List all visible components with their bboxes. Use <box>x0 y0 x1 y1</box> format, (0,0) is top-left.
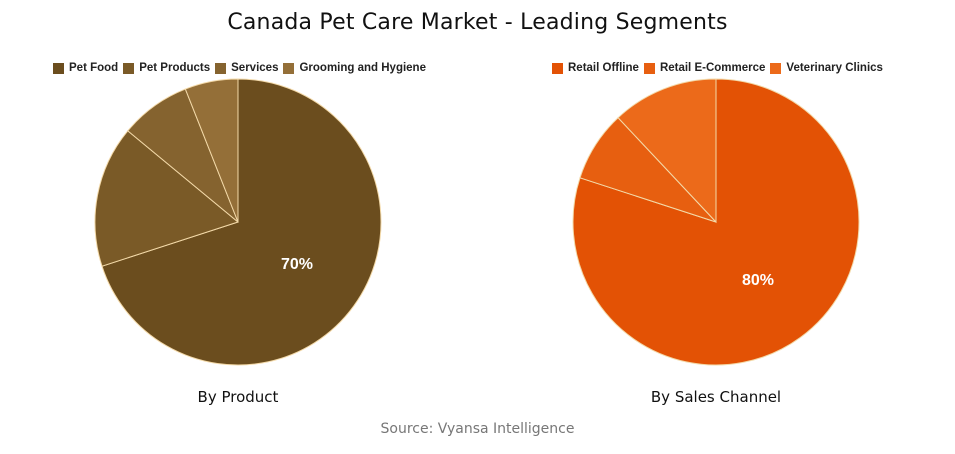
pie-by-product: 70% <box>94 78 382 366</box>
legend-swatch <box>215 62 227 74</box>
legend-item: Services <box>215 62 278 74</box>
subtitle-by-product: By Product <box>197 388 279 406</box>
pie-by-sales-channel: 80% <box>572 78 860 366</box>
legend-item: Pet Products <box>123 62 210 74</box>
legend-item: Pet Food <box>53 62 118 74</box>
legend-label: Retail E-Commerce <box>659 62 766 74</box>
slice-value-label: 70% <box>281 256 313 273</box>
pie-slice <box>617 78 717 224</box>
pie-slice <box>184 78 239 223</box>
subtitle-by-sales-channel: By Sales Channel <box>650 388 782 406</box>
legend-label: Retail Offline <box>568 62 639 74</box>
legend-label: Pet Products <box>139 62 211 74</box>
legend-swatch <box>643 62 655 74</box>
legend-label: Grooming and Hygiene <box>299 62 426 74</box>
legend-swatch <box>283 62 295 74</box>
pie-slice <box>94 130 240 267</box>
chart-title: Canada Pet Care Market - Leading Segment… <box>227 10 728 35</box>
legend-by-sales-channel: Retail Offline Retail E-Commerce Veterinar… <box>552 62 888 74</box>
slice-value-label: 80% <box>742 272 774 289</box>
legend-item: Retail E-Commerce <box>643 62 766 74</box>
pie-slice <box>101 78 382 366</box>
legend-label: Veterinary Clinics <box>786 62 883 74</box>
legend-swatch <box>552 62 563 74</box>
legend-item: Veterinary Clinics <box>770 62 883 74</box>
legend-label: Pet Food <box>69 62 119 74</box>
legend-item: Grooming and Hygiene <box>283 62 426 74</box>
legend-item: Retail Offline <box>552 62 639 74</box>
legend-by-product: Pet Food Pet Products Services Grooming and… <box>53 62 431 74</box>
legend-swatch <box>770 62 782 74</box>
source-note: Source: Vyansa Intelligence <box>380 421 575 437</box>
legend-label: Services <box>231 62 279 74</box>
legend-swatch <box>53 62 64 74</box>
legend-swatch <box>123 62 135 74</box>
